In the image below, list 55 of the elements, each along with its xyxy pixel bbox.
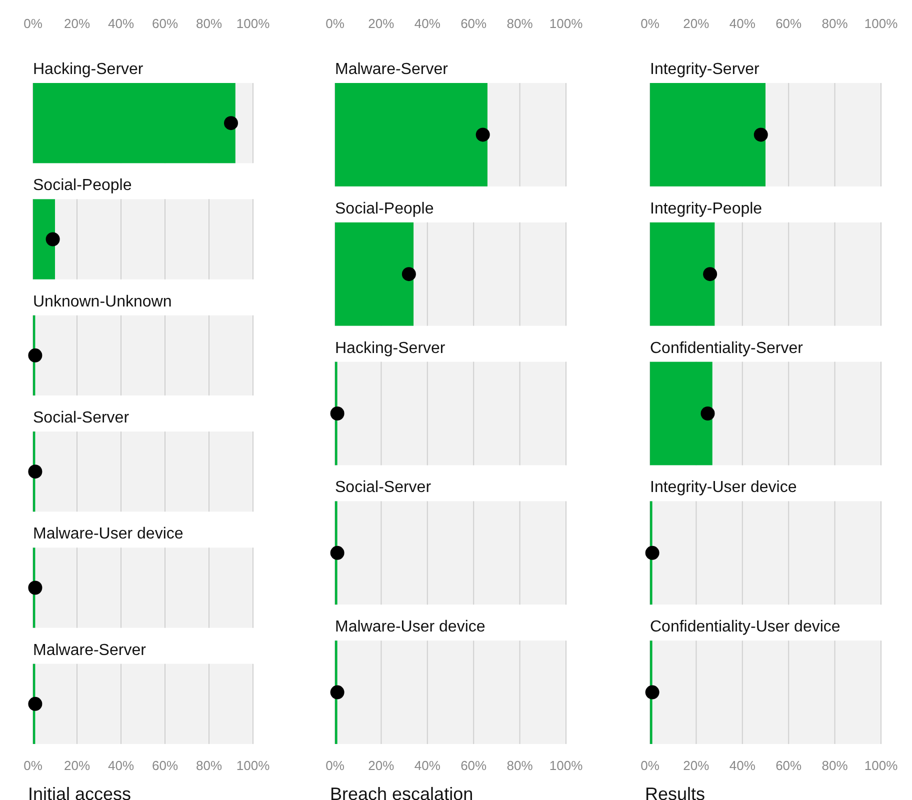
x-tick-label: 40% [729,758,756,773]
x-tick-label: 20% [368,758,395,773]
x2-tick-label: 0% [326,16,345,31]
x-tick-label: 0% [640,758,660,773]
x2-tick-label: 80% [822,16,848,31]
x2-tick-label: 40% [414,16,441,31]
x2-tick-label: 20% [683,16,710,31]
y-tick-label: Unknown-Unknown [33,293,172,310]
x2-tick-label: 0% [640,16,660,31]
x2-tick-label: 80% [506,16,534,31]
x2-tick-label: 60% [460,16,488,31]
x2-tick-label: 40% [729,16,756,31]
y-tick-label: Confidentiality-User device [650,618,840,636]
x2-tick-label: 100% [549,16,584,31]
x-tick-label: 100% [236,758,270,773]
x-tick-label: 80% [506,758,534,773]
y-tick-label: Malware-User device [33,526,184,543]
x2-tick-label: 60% [152,16,178,31]
y-tick-label: Integrity-User device [650,479,797,496]
x2-tick-label: 20% [64,16,90,31]
y-tick-label: Hacking-Server [33,61,144,78]
y-tick-label: Malware-Server [335,61,449,78]
y-tick-label: Social-Server [33,410,130,426]
x-tick-label: 40% [108,758,134,773]
x-tick-label: 60% [460,758,488,773]
y-tick-label: Malware-User device [335,618,486,636]
x-axis-title: Initial access [28,784,132,800]
x-axis-title: Breach escalation [330,784,474,800]
y-tick-label: Social-People [33,177,132,194]
x-tick-label: 100% [864,758,898,773]
x2-tick-label: 60% [776,16,802,31]
x-tick-label: 20% [683,758,710,773]
x-tick-label: 80% [196,758,222,773]
x2-tick-label: 100% [236,16,270,31]
x-tick-label: 100% [549,758,584,773]
x-tick-label: 0% [24,758,43,773]
x-tick-label: 20% [64,758,90,773]
y-tick-label: Confidentiality-Server [650,340,804,357]
x2-tick-label: 80% [196,16,222,31]
x-tick-label: 40% [414,758,441,773]
x-tick-label: 0% [326,758,345,773]
x2-tick-label: 40% [108,16,134,31]
x-tick-label: 60% [776,758,802,773]
x-axis-title: Results [645,784,706,800]
x2-tick-label: 20% [368,16,395,31]
x-tick-label: 60% [152,758,178,773]
y-tick-label: Integrity-People [650,200,762,218]
y-tick-label: Social-Server [335,479,432,496]
x-tick-label: 80% [822,758,848,773]
y-tick-label: Hacking-Server [335,340,446,357]
y-tick-label: Social-People [335,200,434,218]
x2-tick-label: 0% [24,16,43,31]
y-tick-label: Integrity-Server [650,61,760,78]
x2-tick-label: 100% [864,16,898,31]
y-tick-label: Malware-Server [33,642,147,659]
